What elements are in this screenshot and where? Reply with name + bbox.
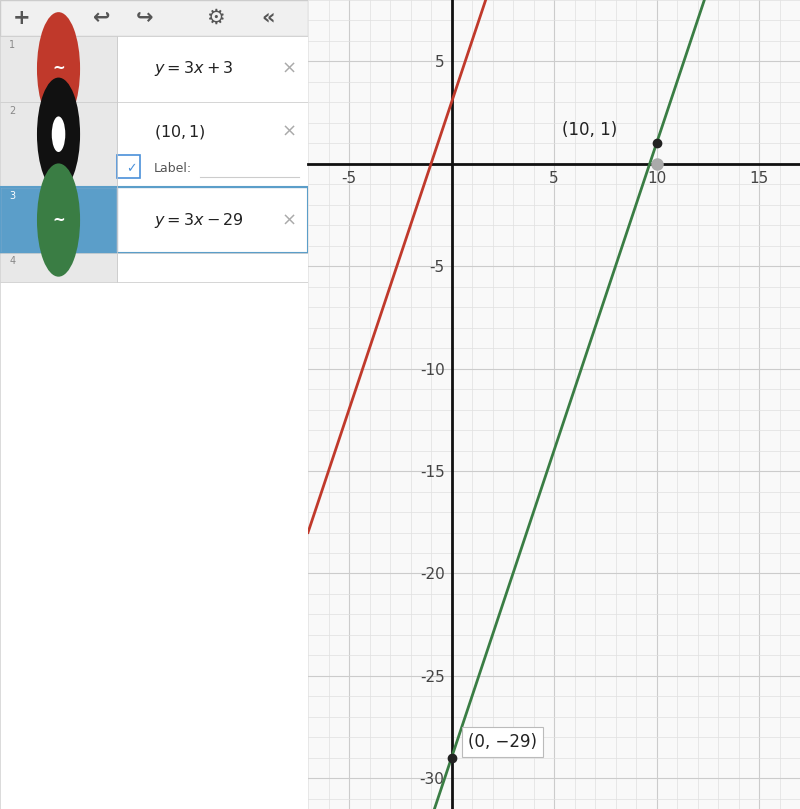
Text: «: «	[262, 8, 274, 28]
Text: $y = 3x - 29$: $y = 3x - 29$	[154, 210, 244, 230]
Text: ↩: ↩	[93, 8, 110, 28]
Text: 1: 1	[10, 40, 15, 49]
Text: ~: ~	[52, 213, 65, 227]
Text: $y = 3x + 3$: $y = 3x + 3$	[154, 59, 234, 78]
Text: ×: ×	[282, 60, 297, 78]
Circle shape	[37, 12, 80, 125]
Circle shape	[37, 163, 80, 277]
Text: (10, 1): (10, 1)	[562, 121, 618, 139]
Text: ✓: ✓	[126, 162, 137, 175]
Bar	[0, 102, 117, 187]
Circle shape	[37, 78, 80, 191]
Bar	[117, 253, 308, 282]
Text: 3: 3	[10, 191, 15, 201]
Bar	[0, 187, 308, 253]
Text: 2: 2	[10, 106, 15, 116]
Bar	[0, 0, 308, 36]
Text: ~: ~	[52, 61, 65, 76]
Text: ×: ×	[282, 211, 297, 229]
Bar	[117, 36, 308, 102]
Text: 4: 4	[10, 256, 15, 265]
Bar	[117, 155, 140, 179]
Bar	[0, 36, 117, 102]
Text: ⚙: ⚙	[206, 8, 225, 28]
Bar	[0, 253, 117, 282]
Text: $( 10, 1 )$: $( 10, 1 )$	[154, 123, 206, 141]
Circle shape	[52, 116, 66, 152]
Text: Label:: Label:	[154, 162, 192, 175]
Bar	[117, 102, 308, 187]
Text: (0, −29): (0, −29)	[468, 733, 537, 751]
Bar	[117, 187, 308, 253]
Text: ×: ×	[282, 123, 297, 141]
Bar	[0, 187, 117, 253]
Bar	[0, 282, 308, 809]
Text: ↪: ↪	[136, 8, 154, 28]
Text: +: +	[13, 8, 30, 28]
